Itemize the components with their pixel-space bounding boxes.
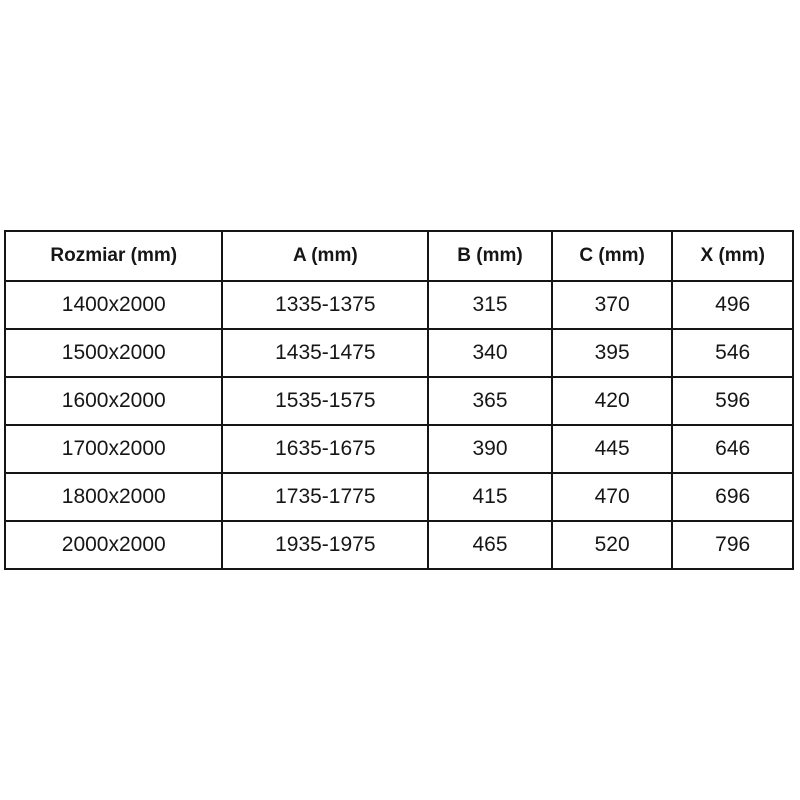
table-cell-c: 520: [550, 520, 674, 570]
table-row: 1600x2000 1535-1575 365 420 596: [3, 376, 794, 426]
header-row: Rozmiar (mm) A (mm) B (mm) C (mm) X (mm): [3, 230, 794, 282]
table-cell-a: 1335-1375: [221, 280, 430, 330]
table-cell-rozmiar: 1400x2000: [3, 280, 224, 330]
table-cell-c: 445: [550, 424, 674, 474]
table-cell-rozmiar: 1500x2000: [3, 328, 224, 378]
table-cell-b: 465: [427, 520, 553, 570]
table-row: 1400x2000 1335-1375 315 370 496: [3, 280, 794, 330]
table-cell-a: 1935-1975: [221, 520, 430, 570]
table-cell-c: 470: [550, 472, 674, 522]
column-header-c: C (mm): [550, 230, 674, 282]
table-cell-b: 315: [427, 280, 553, 330]
column-header-x: X (mm): [671, 230, 794, 282]
table-cell-a: 1635-1675: [221, 424, 430, 474]
table-cell-x: 496: [671, 280, 794, 330]
table-cell-a: 1535-1575: [221, 376, 430, 426]
table-row: 1700x2000 1635-1675 390 445 646: [3, 424, 794, 474]
table-cell-c: 420: [550, 376, 674, 426]
table-row: 1500x2000 1435-1475 340 395 546: [3, 328, 794, 378]
table-cell-rozmiar: 1600x2000: [3, 376, 224, 426]
table-row: 1800x2000 1735-1775 415 470 696: [3, 472, 794, 522]
table-cell-c: 370: [550, 280, 674, 330]
table-cell-rozmiar: 1800x2000: [3, 472, 224, 522]
column-header-a: A (mm): [221, 230, 430, 282]
column-header-b: B (mm): [427, 230, 553, 282]
column-header-rozmiar: Rozmiar (mm): [3, 230, 224, 282]
table-cell-rozmiar: 1700x2000: [3, 424, 224, 474]
table-cell-b: 365: [427, 376, 553, 426]
table-cell-c: 395: [550, 328, 674, 378]
table-cell-b: 390: [427, 424, 553, 474]
table-cell-x: 546: [671, 328, 794, 378]
table-cell-x: 646: [671, 424, 794, 474]
table-cell-x: 696: [671, 472, 794, 522]
dimensions-table: Rozmiar (mm) A (mm) B (mm) C (mm) X (mm)…: [3, 230, 794, 570]
table-cell-a: 1735-1775: [221, 472, 430, 522]
table-row: 2000x2000 1935-1975 465 520 796: [3, 520, 794, 570]
table-cell-x: 796: [671, 520, 794, 570]
table-cell-b: 340: [427, 328, 553, 378]
table-cell-rozmiar: 2000x2000: [3, 520, 224, 570]
table-cell-x: 596: [671, 376, 794, 426]
table-cell-a: 1435-1475: [221, 328, 430, 378]
table-cell-b: 415: [427, 472, 553, 522]
